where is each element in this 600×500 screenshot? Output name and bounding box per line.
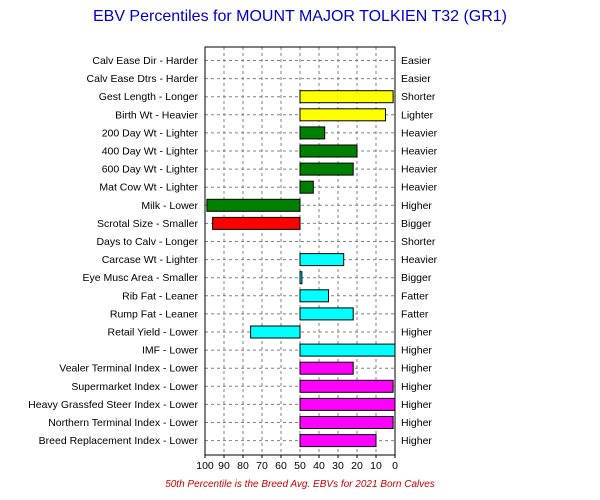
x-tick-label: 20 bbox=[351, 460, 363, 472]
x-tick-label: 0 bbox=[392, 460, 398, 472]
trait-label: Scrotal Size - Smaller bbox=[97, 218, 198, 230]
bar bbox=[250, 325, 301, 339]
bar bbox=[206, 198, 301, 212]
trait-direction-label: Bigger bbox=[401, 218, 432, 230]
trait-direction-label: Fatter bbox=[401, 290, 429, 302]
trait-label: Calv Ease Dir - Harder bbox=[92, 55, 198, 67]
x-tick-label: 60 bbox=[275, 460, 287, 472]
x-tick-label: 80 bbox=[237, 460, 249, 472]
trait-direction-label: Higher bbox=[401, 327, 432, 339]
bar bbox=[299, 253, 345, 267]
bar bbox=[299, 379, 394, 393]
trait-direction-label: Higher bbox=[401, 200, 432, 212]
bar bbox=[299, 361, 354, 375]
trait-label: Birth Wt - Heavier bbox=[115, 109, 198, 121]
bar bbox=[299, 343, 396, 357]
x-tick-label: 100 bbox=[196, 460, 214, 472]
trait-direction-label: Higher bbox=[401, 435, 432, 447]
trait-label: Milk - Lower bbox=[141, 200, 198, 212]
trait-label: Gest Length - Longer bbox=[99, 91, 199, 103]
trait-direction-label: Shorter bbox=[401, 91, 436, 103]
trait-direction-label: Bigger bbox=[401, 272, 432, 284]
x-tick-label: 30 bbox=[332, 460, 344, 472]
trait-label: Supermarket Index - Lower bbox=[71, 381, 198, 393]
x-axis-ticks: 100 90 80 70 60 50 40 30 20 10 0 bbox=[196, 455, 398, 472]
trait-label: Rib Fat - Leaner bbox=[122, 290, 198, 302]
trait-direction-label: Higher bbox=[401, 363, 432, 375]
trait-label: Calv Ease Dtrs - Harder bbox=[87, 73, 199, 85]
trait-direction-label: Fatter bbox=[401, 308, 429, 320]
trait-direction-label: Shorter bbox=[401, 236, 436, 248]
bar bbox=[299, 307, 354, 321]
trait-direction-label: Higher bbox=[401, 399, 432, 411]
bar bbox=[299, 126, 326, 140]
bar bbox=[212, 216, 301, 230]
trait-label: Mat Cow Wt - Lighter bbox=[99, 182, 198, 194]
bar bbox=[299, 416, 394, 429]
bar bbox=[299, 162, 354, 176]
bar bbox=[299, 271, 303, 285]
chart-title: EBV Percentiles for MOUNT MAJOR TOLKIEN … bbox=[93, 8, 507, 25]
trait-direction-label: Heavier bbox=[401, 127, 438, 139]
x-tick-label: 40 bbox=[313, 460, 325, 472]
trait-label: Rump Fat - Leaner bbox=[110, 308, 199, 320]
trait-direction-label: Higher bbox=[401, 381, 432, 393]
trait-label: Carcase Wt - Lighter bbox=[102, 254, 199, 266]
x-tick-label: 70 bbox=[256, 460, 268, 472]
trait-direction-label: Heavier bbox=[401, 182, 438, 194]
trait-direction-label: Higher bbox=[401, 417, 432, 429]
trait-label: Northern Terminal Index - Lower bbox=[48, 417, 198, 429]
bar bbox=[299, 397, 396, 411]
trait-direction-label: Easier bbox=[401, 55, 431, 67]
trait-label: Retail Yield - Lower bbox=[108, 327, 199, 339]
trait-label: Days to Calv - Longer bbox=[96, 236, 198, 248]
bar bbox=[299, 289, 329, 303]
trait-label: 200 Day Wt - Lighter bbox=[102, 127, 199, 139]
trait-label: 600 Day Wt - Lighter bbox=[102, 164, 199, 176]
trait-label: 400 Day Wt - Lighter bbox=[102, 146, 199, 158]
trait-direction-label: Heavier bbox=[401, 164, 438, 176]
trait-direction-label: Easier bbox=[401, 73, 431, 85]
trait-label: Heavy Grassfed Steer Index - Lower bbox=[28, 399, 198, 411]
trait-direction-label: Heavier bbox=[401, 146, 438, 158]
trait-direction-label: Lighter bbox=[401, 109, 434, 121]
trait-label: Vealer Terminal Index - Lower bbox=[59, 363, 198, 375]
grid bbox=[205, 47, 395, 455]
trait-label: IMF - Lower bbox=[142, 345, 199, 357]
chart-footnote: 50th Percentile is the Breed Avg. EBVs f… bbox=[165, 479, 435, 490]
bar bbox=[299, 90, 394, 104]
bar bbox=[299, 434, 377, 448]
x-tick-label: 50 bbox=[294, 460, 306, 472]
trait-label: Breed Replacement Index - Lower bbox=[39, 435, 199, 447]
bar bbox=[299, 108, 386, 122]
bars bbox=[206, 90, 396, 448]
bar bbox=[299, 180, 314, 194]
labels: Calv Ease Dir - Harder Easier Calv Ease Dt… bbox=[28, 55, 438, 447]
trait-direction-label: Heavier bbox=[401, 254, 438, 266]
x-tick-label: 90 bbox=[218, 460, 230, 472]
bar bbox=[299, 144, 358, 158]
x-tick-label: 10 bbox=[370, 460, 382, 472]
trait-direction-label: Higher bbox=[401, 345, 432, 357]
trait-label: Eye Musc Area - Smaller bbox=[82, 272, 198, 284]
